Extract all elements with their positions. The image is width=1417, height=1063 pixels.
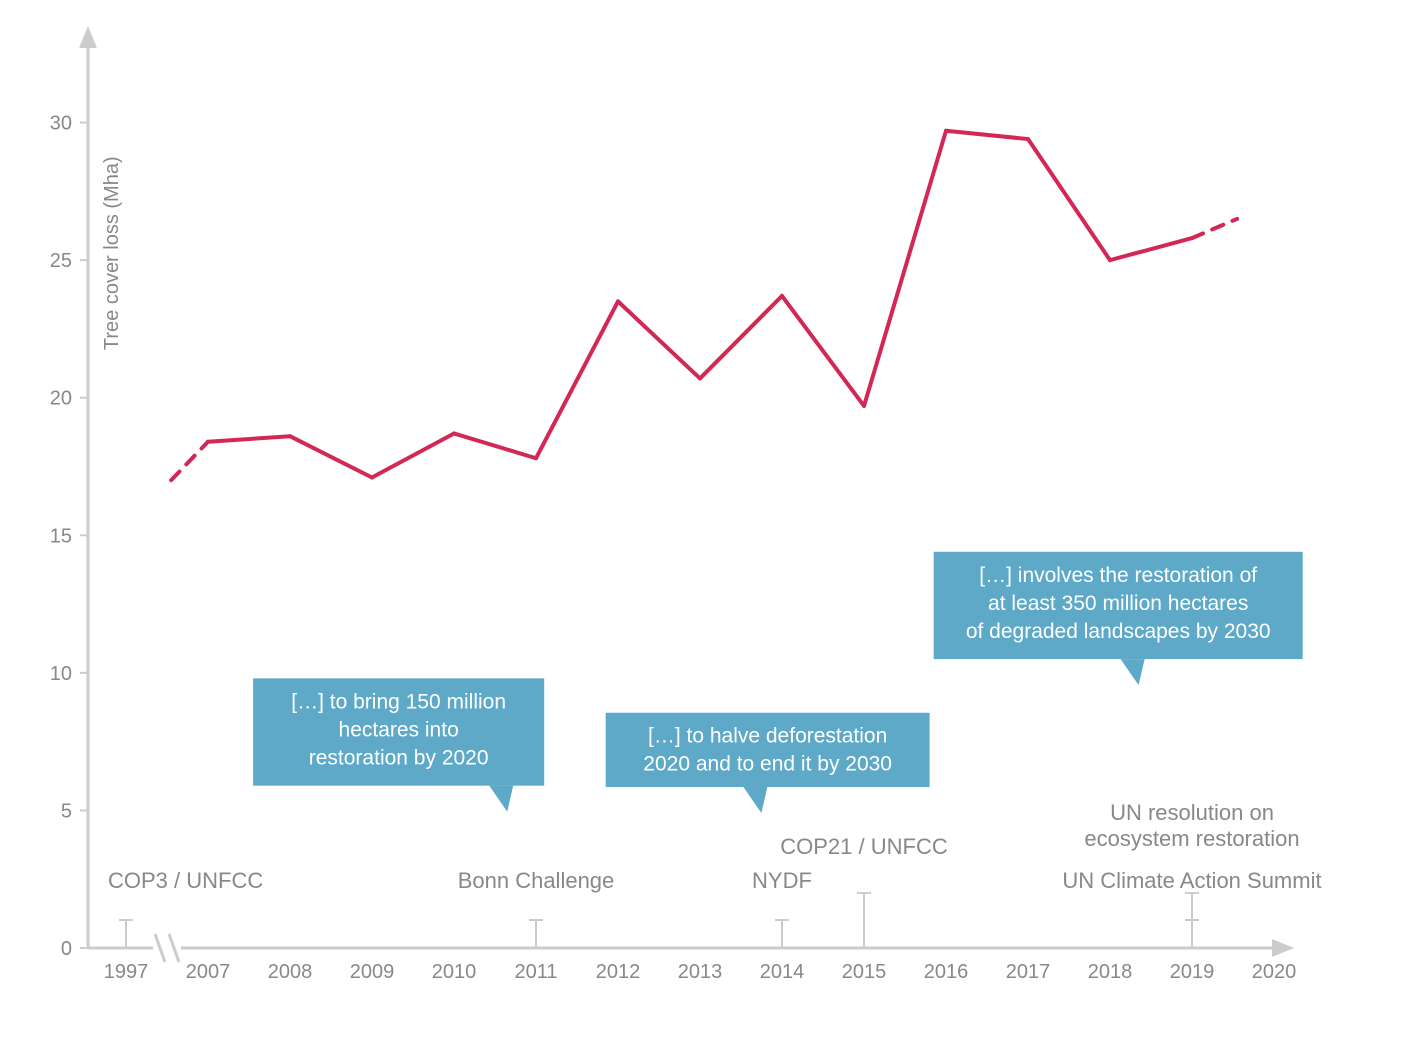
series-segment — [618, 301, 700, 378]
xtick-label: 2020 — [1252, 961, 1297, 983]
callout-tail — [743, 787, 767, 813]
series-segment — [946, 131, 1028, 139]
series-segment — [1110, 238, 1192, 260]
callout-tail — [489, 786, 513, 812]
xtick-label: 2009 — [350, 961, 395, 983]
series-segment — [1192, 219, 1237, 238]
tree-cover-loss-chart: 0 5 10 15 20 25 30 Tree cover loss (Mha) 1997 200… — [0, 0, 1417, 1063]
xtick-label: 2012 — [596, 961, 641, 983]
ytick-label: 30 — [50, 113, 72, 135]
series-segment — [372, 433, 454, 477]
xtick-label: 2007 — [186, 961, 231, 983]
xtick-label: 2016 — [924, 961, 969, 983]
xtick-label: 1997 — [104, 961, 149, 983]
event-label: UN resolution on — [1110, 800, 1274, 825]
series-segment — [208, 436, 290, 442]
callout-text: […] involves the restoration ofat least … — [966, 564, 1271, 643]
xtick-label: 2017 — [1006, 961, 1051, 983]
xtick-label: 2010 — [432, 961, 477, 983]
series-segment — [782, 296, 864, 406]
event-label: COP21 / UNFCC — [780, 834, 948, 859]
ytick-label: 0 — [61, 938, 72, 960]
ytick-label: 5 — [61, 800, 72, 822]
xtick-label: 2014 — [760, 961, 805, 983]
xtick-label: 2019 — [1170, 961, 1215, 983]
y-axis-title: Tree cover loss (Mha) — [101, 156, 123, 350]
event-label: COP3 / UNFCC — [108, 868, 263, 893]
event-label: Bonn Challenge — [458, 868, 615, 893]
ytick-label: 25 — [50, 250, 72, 272]
xtick-label: 2018 — [1088, 961, 1133, 983]
callout-tail — [1121, 659, 1145, 685]
series-segment — [290, 436, 372, 477]
ytick-label: 10 — [50, 663, 72, 685]
xtick-label: 2008 — [268, 961, 313, 983]
series-segment — [536, 301, 618, 458]
event-label: NYDF — [752, 868, 812, 893]
series-segment — [454, 433, 536, 458]
series-segment — [171, 442, 208, 481]
xtick-label: 2011 — [514, 961, 557, 983]
chart-svg: 0 5 10 15 20 25 30 Tree cover loss (Mha) 1997 200… — [0, 0, 1417, 1063]
series-segment — [864, 131, 946, 406]
xtick-label: 2015 — [842, 961, 887, 983]
series-segment — [700, 296, 782, 379]
ytick-label: 15 — [50, 525, 72, 547]
ytick-label: 20 — [50, 388, 72, 410]
event-label: UN Climate Action Summit — [1062, 868, 1321, 893]
event-label: ecosystem restoration — [1084, 826, 1299, 851]
xtick-label: 2013 — [678, 961, 723, 983]
series-segment — [1028, 139, 1110, 260]
